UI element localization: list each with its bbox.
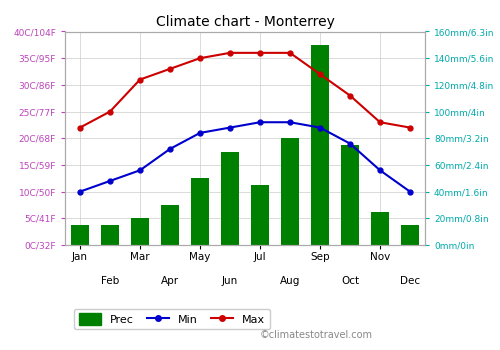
Text: Oct: Oct [341, 275, 359, 286]
Bar [371, 212, 389, 245]
Bar [131, 218, 149, 245]
Text: Feb: Feb [101, 275, 119, 286]
Bar [401, 225, 419, 245]
Bar [251, 185, 269, 245]
Legend: Prec, Min, Max: Prec, Min, Max [74, 309, 270, 329]
Title: Climate chart - Monterrey: Climate chart - Monterrey [156, 15, 334, 29]
Text: Aug: Aug [280, 275, 300, 286]
Bar [71, 225, 89, 245]
Text: ©climatestotravel.com: ©climatestotravel.com [260, 330, 373, 340]
Text: Dec: Dec [400, 275, 420, 286]
Text: Apr: Apr [161, 275, 179, 286]
Bar [341, 145, 359, 245]
Text: Jun: Jun [222, 275, 238, 286]
Bar [191, 178, 209, 245]
Bar [311, 45, 329, 245]
Bar [161, 205, 179, 245]
Bar [221, 152, 239, 245]
Bar [101, 225, 119, 245]
Bar [281, 138, 299, 245]
